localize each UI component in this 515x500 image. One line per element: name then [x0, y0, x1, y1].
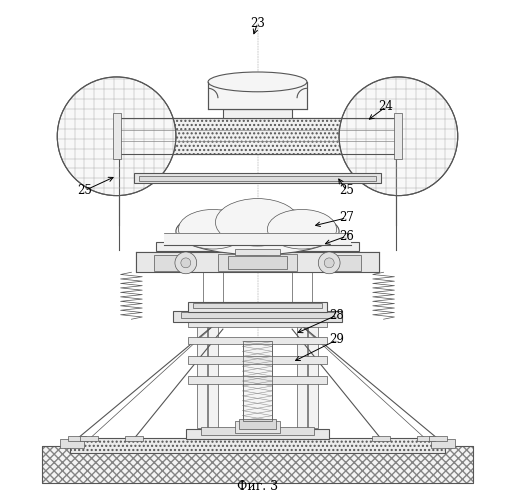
Circle shape: [339, 77, 458, 196]
Bar: [186, 429, 329, 439]
Bar: [125, 436, 143, 442]
Bar: [188, 356, 327, 364]
Bar: [218, 254, 297, 271]
Bar: [208, 82, 307, 109]
Bar: [188, 302, 327, 312]
Bar: [308, 317, 318, 428]
Bar: [239, 419, 276, 429]
Bar: [297, 317, 307, 428]
Text: 28: 28: [329, 309, 344, 322]
Ellipse shape: [176, 208, 339, 254]
Bar: [201, 426, 314, 436]
Bar: [134, 174, 381, 183]
Circle shape: [175, 252, 197, 274]
Circle shape: [318, 252, 340, 274]
Bar: [235, 420, 280, 433]
Bar: [188, 336, 327, 344]
Bar: [139, 176, 376, 181]
Bar: [197, 317, 207, 428]
Bar: [136, 252, 379, 272]
Bar: [394, 113, 402, 158]
Text: 29: 29: [329, 334, 344, 346]
Bar: [243, 342, 272, 420]
Text: 27: 27: [339, 212, 354, 224]
Text: Фиг. 3: Фиг. 3: [237, 480, 278, 494]
Bar: [223, 109, 292, 118]
Text: 26: 26: [339, 230, 354, 242]
Bar: [372, 436, 390, 442]
Bar: [208, 317, 218, 428]
Bar: [417, 436, 435, 442]
Bar: [113, 113, 121, 158]
Ellipse shape: [178, 210, 248, 249]
Bar: [68, 436, 86, 442]
Bar: [188, 376, 327, 384]
Text: 25: 25: [77, 184, 92, 197]
Bar: [174, 311, 341, 322]
Bar: [42, 446, 473, 484]
Bar: [60, 439, 84, 448]
Bar: [153, 255, 191, 271]
Ellipse shape: [215, 198, 300, 246]
Circle shape: [57, 77, 176, 196]
Text: 24: 24: [379, 100, 393, 113]
Circle shape: [324, 258, 334, 268]
Bar: [80, 436, 98, 442]
Bar: [324, 255, 362, 271]
Bar: [188, 319, 327, 326]
Bar: [70, 438, 445, 452]
Bar: [116, 118, 399, 154]
Ellipse shape: [208, 72, 307, 92]
Bar: [42, 446, 473, 484]
Text: 23: 23: [250, 17, 265, 30]
Bar: [243, 342, 272, 420]
Bar: [70, 438, 445, 452]
Text: 25: 25: [339, 184, 354, 197]
Bar: [164, 232, 351, 245]
Bar: [228, 256, 287, 270]
Bar: [431, 439, 455, 448]
Bar: [235, 249, 280, 255]
Bar: [429, 436, 447, 442]
Bar: [193, 304, 322, 308]
Bar: [116, 118, 399, 154]
Ellipse shape: [267, 210, 337, 249]
Bar: [181, 312, 334, 318]
Circle shape: [181, 258, 191, 268]
Bar: [156, 242, 359, 251]
